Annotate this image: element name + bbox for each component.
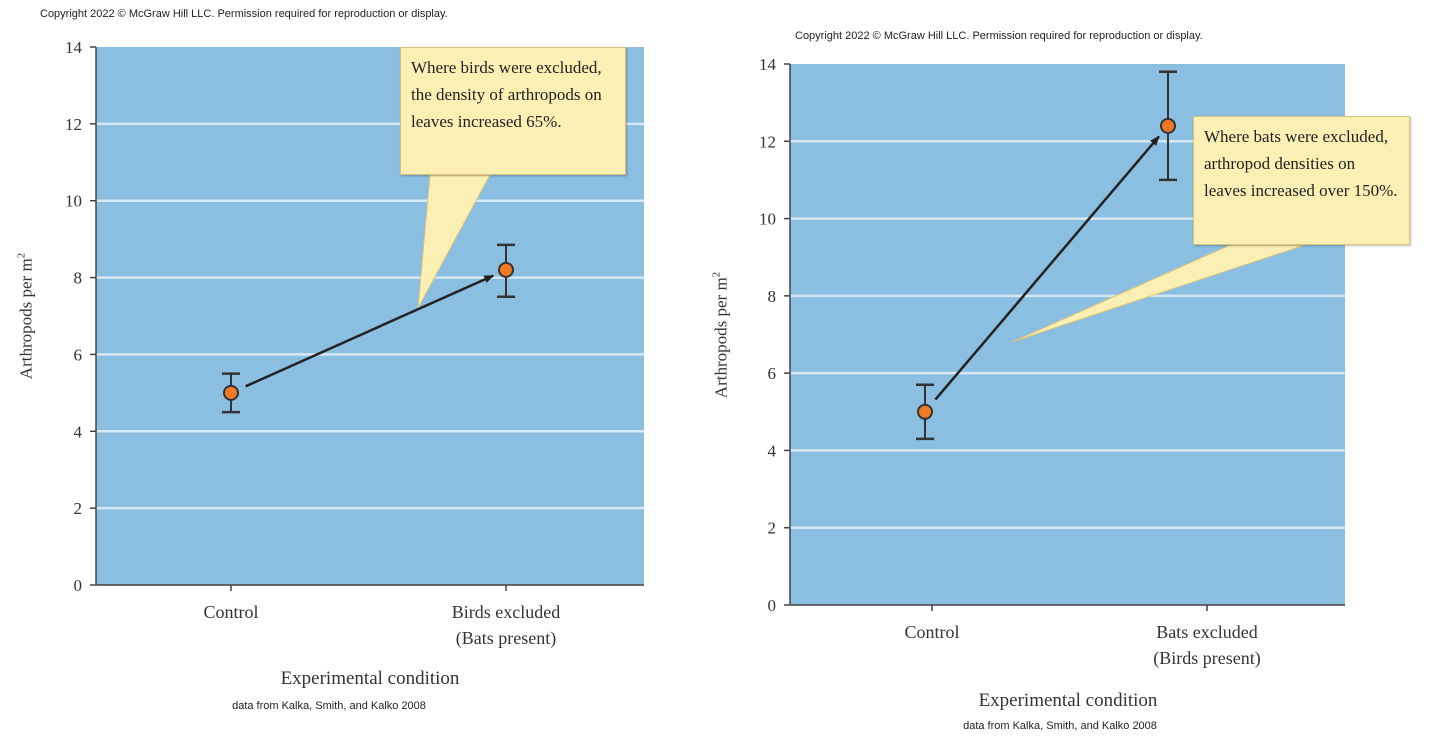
- chart2-y-tick-label: 12: [759, 132, 776, 151]
- chart1-y-axis-title-text: Arthropods per m: [16, 258, 36, 380]
- chart2-trend-arrow: [934, 135, 1160, 401]
- chart1-y-tick-label: 4: [74, 422, 83, 441]
- chart1-x-tick-label: Birds excluded (Bats present): [452, 599, 560, 651]
- chart2-y-tick-label: 4: [768, 441, 777, 460]
- chart1-y-axis-title-superscript: 2: [15, 252, 28, 259]
- chart2-copyright: Copyright 2022 © McGraw Hill LLC. Permis…: [795, 30, 1203, 42]
- chart1-y-tick-label: 8: [74, 269, 83, 288]
- chart2-x-tick-label-line: Bats excluded: [1156, 622, 1258, 642]
- chart1-data-point: [223, 384, 239, 401]
- chart1-x-axis-title: Experimental condition: [280, 668, 460, 689]
- chart2-data-point: [1160, 117, 1176, 134]
- chart1-y-tick-label: 6: [74, 345, 83, 364]
- chart2-y-axis-title-superscript: 2: [710, 271, 723, 278]
- chart1-callout-pointer: [417, 174, 491, 309]
- chart1-annotation-callout: Where birds were excluded, the density o…: [400, 47, 626, 175]
- chart1-y-tick-label: 0: [74, 576, 83, 595]
- chart1-y-tick-label: 14: [65, 38, 83, 57]
- chart1-x-tick-label: Control: [203, 599, 258, 625]
- chart2-data-source: data from Kalka, Smith, and Kalko 2008: [963, 720, 1157, 732]
- chart2-y-tick-label: 8: [768, 287, 777, 306]
- chart1-y-tick-label: 2: [74, 499, 83, 518]
- chart2-x-axis-title: Experimental condition: [978, 690, 1158, 711]
- chart2-x-tick-label: Bats excluded (Birds present): [1153, 619, 1260, 671]
- chart2-x-tick-label: Control: [904, 619, 959, 645]
- chart2-x-tick-label-line: Control: [904, 622, 960, 642]
- chart2-y-tick-label: 2: [768, 519, 777, 538]
- chart2-annotation-callout: Where bats were excluded, arthropod dens…: [1193, 116, 1410, 245]
- chart1-y-axis-title: Arthropods per m2: [16, 253, 37, 379]
- chart2-y-tick-label: 0: [768, 596, 777, 615]
- chart1-x-tick-label-line: Control: [203, 602, 259, 622]
- chart2-data-point: [917, 403, 933, 420]
- chart2-y-tick-label: 10: [759, 210, 776, 229]
- chart1-trend-arrow: [245, 274, 495, 388]
- chart2-y-axis-title: Arthropods per m2: [711, 272, 732, 398]
- chart1-data-source: data from Kalka, Smith, and Kalko 2008: [232, 700, 426, 712]
- chart2-x-tick-label-line: (Birds present): [1153, 648, 1261, 668]
- chart1-x-tick-label-line: Birds excluded: [451, 602, 561, 622]
- chart2-callout-pointer: [1011, 244, 1306, 343]
- chart2-y-tick-label: 14: [759, 55, 777, 74]
- chart2-y-axis-title-text: Arthropods per m: [711, 277, 731, 399]
- chart1-x-tick-label-line: (Bats present): [455, 628, 557, 648]
- chart1-data-point: [498, 261, 514, 278]
- chart1-y-tick-label: 10: [65, 192, 82, 211]
- chart1-y-tick-label: 12: [65, 115, 82, 134]
- chart1-copyright: Copyright 2022 © McGraw Hill LLC. Permis…: [40, 8, 448, 20]
- chart2-y-tick-label: 6: [768, 364, 777, 383]
